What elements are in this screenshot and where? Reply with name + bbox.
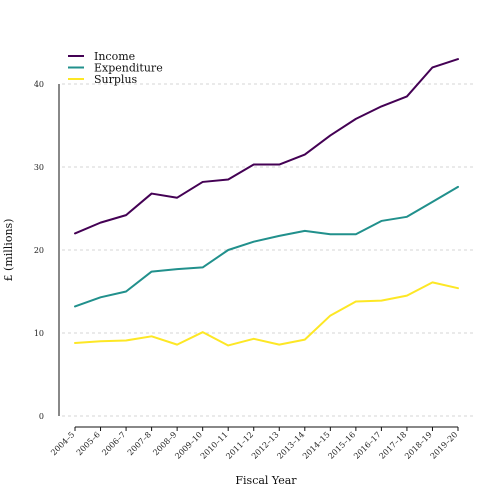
- y-tick-label: 0: [39, 412, 44, 421]
- x-tick-label: 2004–5: [49, 430, 76, 457]
- axis-layer: 0102030402004–52005–62006–72007–82008–92…: [34, 80, 460, 461]
- x-axis-title: Fiscal Year: [235, 474, 297, 487]
- series-line-surplus: [74, 281, 459, 347]
- y-axis-title: £ (millions): [2, 219, 15, 282]
- y-tick-label: 40: [34, 80, 44, 89]
- y-tick-label: 30: [34, 163, 44, 172]
- legend-label: Surplus: [94, 73, 138, 86]
- series-line-income: [74, 58, 459, 235]
- grid-layer: [62, 83, 474, 417]
- legend-label: Expenditure: [94, 62, 163, 75]
- x-tick-label: 2006–7: [100, 430, 127, 457]
- legend-label: Income: [94, 50, 135, 63]
- x-tick-label: 2019–20: [429, 430, 460, 461]
- x-tick-label: 2005–6: [75, 430, 102, 457]
- series-layer: [74, 58, 459, 347]
- x-tick-label: 2007–8: [126, 430, 153, 457]
- y-tick-label: 10: [34, 329, 44, 338]
- series-line-expenditure: [74, 185, 459, 308]
- y-tick-label: 20: [34, 246, 44, 255]
